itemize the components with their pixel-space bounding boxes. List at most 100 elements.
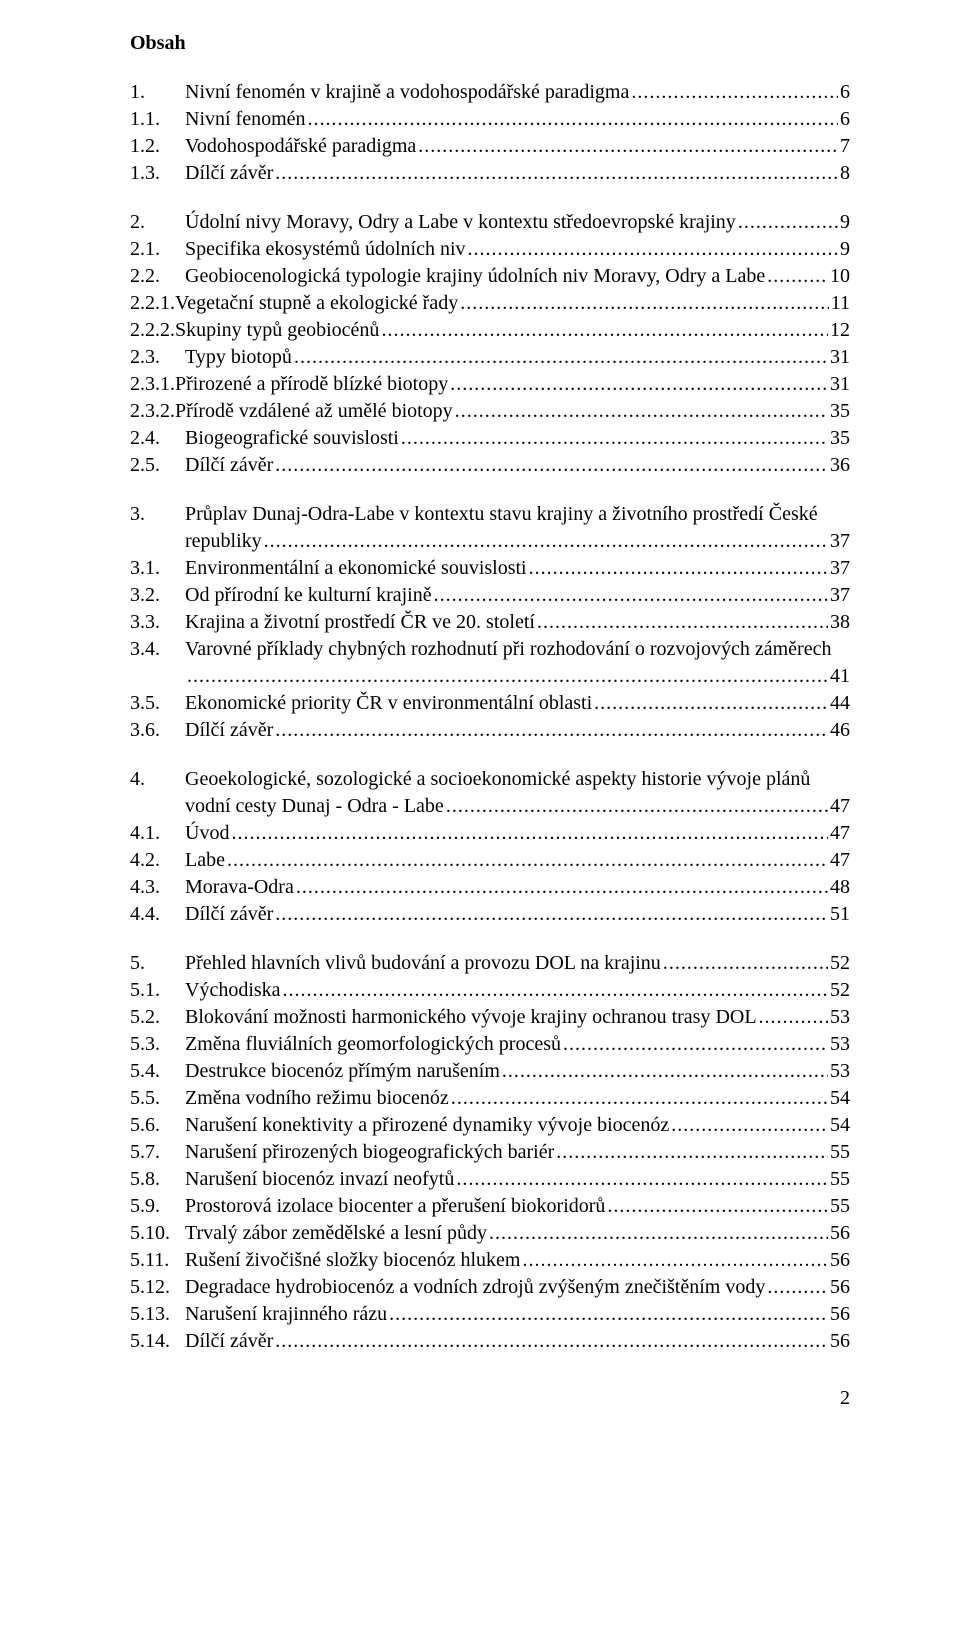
toc-entry-page: 54 [828,1112,850,1139]
toc-entry-number: 2.5. [130,452,185,479]
toc-entry-page: 36 [828,452,850,479]
toc-entry-text: Změna vodního režimu biocenóz [185,1085,449,1112]
toc-entry-number: 3.1. [130,555,185,582]
toc-entry-text: Typy biotopů [185,344,292,371]
dot-leader [387,1301,828,1328]
toc-entry-text: Dílčí závěr [185,901,273,928]
page-number: 2 [130,1385,850,1412]
toc-entry-number: 2. [130,209,185,236]
dot-leader [281,977,828,1004]
dot-leader [592,690,828,717]
toc-entry-text: Geoekologické, sozologické a socioekonom… [185,766,810,793]
dot-leader [669,1112,828,1139]
toc-entry-page: 44 [828,690,850,717]
dot-leader [661,950,828,977]
toc-entry-text: Vegetační stupně a ekologické řady [175,290,458,317]
toc-entry-number: 5.6. [130,1112,185,1139]
toc-section: 2.Údolní nivy Moravy, Odry a Labe v kont… [130,209,850,479]
toc-entry-number: 3. [130,501,185,528]
toc-entry: 4.3.Morava-Odra48 [130,874,850,901]
toc-entry-text: Dílčí závěr [185,1328,273,1355]
toc-entry: 5.4.Destrukce biocenóz přímým narušením5… [130,1058,850,1085]
toc-entry: 2.5.Dílčí závěr36 [130,452,850,479]
toc-entry: 5.Přehled hlavních vlivů budování a prov… [130,950,850,977]
toc-entry-number: 5.2. [130,1004,185,1031]
dot-leader [561,1031,828,1058]
toc-entry: 3.3.Krajina a životní prostředí ČR ve 20… [130,609,850,636]
dot-leader [453,398,828,425]
toc-entry-number: 2.3.2. [130,398,175,425]
toc-entry-number: 5.7. [130,1139,185,1166]
dot-leader [500,1058,828,1085]
toc-entry-page: 52 [828,950,850,977]
toc-entry: 5.1.Východiska52 [130,977,850,1004]
toc-entry: 3.5.Ekonomické priority ČR v environment… [130,690,850,717]
toc-entry-page: 55 [828,1193,850,1220]
toc-entry-number: 2.4. [130,425,185,452]
toc-entry-text: Přírodě vzdálené až umělé biotopy [175,398,453,425]
toc-entry-text: Trvalý zábor zemědělské a lesní půdy [185,1220,487,1247]
toc-entry-text: Specifika ekosystémů údolních niv [185,236,466,263]
dot-leader [294,874,828,901]
toc-entry-page: 47 [828,847,850,874]
dot-leader [554,1139,828,1166]
toc-entry: 5.8.Narušení biocenóz invazí neofytů55 [130,1166,850,1193]
toc-entry: 1.3.Dílčí závěr8 [130,160,850,187]
dot-leader [432,582,828,609]
toc-entry-page: 51 [828,901,850,928]
toc-entry: 3.Průplav Dunaj-Odra-Labe v kontextu sta… [130,501,850,528]
toc-entry-text: Ekonomické priority ČR v environmentální… [185,690,592,717]
toc-entry-page: 37 [828,528,850,555]
toc-entry-number: 3.5. [130,690,185,717]
dot-leader [454,1166,828,1193]
toc-entry-text: Narušení krajinného rázu [185,1301,387,1328]
toc-entry-page: 6 [838,79,850,106]
dot-leader [736,209,838,236]
toc-entry: 2.2.2.Skupiny typů geobiocénů12 [130,317,850,344]
toc-entry: 5.9.Prostorová izolace biocenter a přeru… [130,1193,850,1220]
dot-leader [416,133,838,160]
toc-entry-number: 5.3. [130,1031,185,1058]
dot-leader [399,425,828,452]
toc-entry-number: 2.3.1. [130,371,175,398]
toc-entry: 2.3.1.Přirozené a přírodě blízké biotopy… [130,371,850,398]
dot-leader [535,609,828,636]
dot-leader [466,236,838,263]
toc-entry-page: 10 [828,263,850,290]
toc-entry: 5.2.Blokování možnosti harmonického vývo… [130,1004,850,1031]
toc-entry-page: 53 [828,1004,850,1031]
toc-entry: 2.2.1.Vegetační stupně a ekologické řady… [130,290,850,317]
toc-entry: 4.4.Dílčí závěr51 [130,901,850,928]
toc-section: 5.Přehled hlavních vlivů budování a prov… [130,950,850,1355]
dot-leader [273,717,828,744]
toc-entry-number: 4.1. [130,820,185,847]
toc-entry-number: 3.3. [130,609,185,636]
toc-heading: Obsah [130,30,850,57]
toc-entry-number: 5.1. [130,977,185,1004]
toc-entry-number: 4.2. [130,847,185,874]
dot-leader [225,847,828,874]
toc-entry-number: 1.3. [130,160,185,187]
dot-leader [448,371,828,398]
toc-entry-number: 1.1. [130,106,185,133]
toc-entry-text: Blokování možnosti harmonického vývoje k… [185,1004,757,1031]
toc-entry-page: 48 [828,874,850,901]
dot-leader [487,1220,828,1247]
toc-entry-continuation: 41 [130,663,850,690]
toc-entry-number: 2.2.2. [130,317,175,344]
toc-entry-text: Environmentální a ekonomické souvislosti [185,555,527,582]
toc-entry-text: Údolní nivy Moravy, Odry a Labe v kontex… [185,209,736,236]
toc-entry: 5.10.Trvalý zábor zemědělské a lesní půd… [130,1220,850,1247]
toc-entry-number: 3.6. [130,717,185,744]
toc-entry-page: 55 [828,1139,850,1166]
toc-entry-text: Změna fluviálních geomorfologických proc… [185,1031,561,1058]
toc-entry: 3.6.Dílčí závěr46 [130,717,850,744]
toc-entry: 3.2.Od přírodní ke kulturní krajině37 [130,582,850,609]
dot-leader [273,160,838,187]
toc-entry-text: Geobiocenologická typologie krajiny údol… [185,263,765,290]
toc-entry-page: 37 [828,582,850,609]
toc-entry-page: 9 [838,236,850,263]
toc-entry: 2.2.Geobiocenologická typologie krajiny … [130,263,850,290]
toc-entry: 5.6.Narušení konektivity a přirozené dyn… [130,1112,850,1139]
dot-leader [262,528,828,555]
